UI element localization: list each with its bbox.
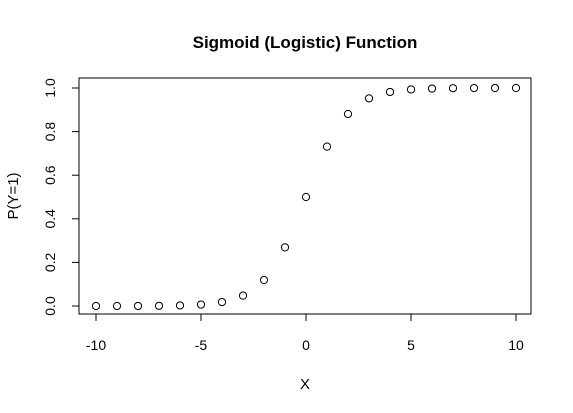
y-tick-label: 0.4	[42, 209, 58, 229]
x-axis-label: X	[300, 376, 310, 393]
plot-frame	[79, 78, 531, 314]
data-points	[92, 84, 519, 309]
data-point	[239, 292, 246, 299]
data-point	[344, 110, 351, 117]
y-tick-label: 0.8	[42, 122, 58, 142]
x-tick-label: 5	[407, 337, 415, 353]
y-tick-label: 1.0	[42, 78, 58, 98]
data-point	[302, 193, 309, 200]
data-point	[281, 244, 288, 251]
y-axis-label: P(Y=1)	[5, 172, 22, 219]
y-tick-label: 0.0	[42, 296, 58, 316]
data-point	[470, 84, 477, 91]
data-point	[323, 143, 330, 150]
data-point	[113, 302, 120, 309]
data-point	[197, 301, 204, 308]
data-point	[491, 84, 498, 91]
y-tick-label: 0.6	[42, 165, 58, 185]
data-point	[176, 302, 183, 309]
data-point	[260, 276, 267, 283]
data-point	[386, 88, 393, 95]
data-point	[155, 302, 162, 309]
x-tick-label: 10	[508, 337, 524, 353]
data-point	[407, 86, 414, 93]
data-point	[92, 302, 99, 309]
data-point	[134, 302, 141, 309]
chart-title: Sigmoid (Logistic) Function	[193, 33, 418, 52]
y-axis: 0.0 0.2 0.4 0.6 0.8 1.0	[42, 78, 79, 316]
x-tick-label: -10	[86, 337, 106, 353]
x-axis: -10 -5 0 5 10	[86, 314, 524, 353]
y-tick-label: 0.2	[42, 252, 58, 272]
x-tick-label: -5	[195, 337, 208, 353]
data-point	[428, 85, 435, 92]
data-point	[512, 84, 519, 91]
data-point	[449, 85, 456, 92]
x-tick-label: 0	[302, 337, 310, 353]
data-point	[365, 95, 372, 102]
data-point	[218, 298, 225, 305]
